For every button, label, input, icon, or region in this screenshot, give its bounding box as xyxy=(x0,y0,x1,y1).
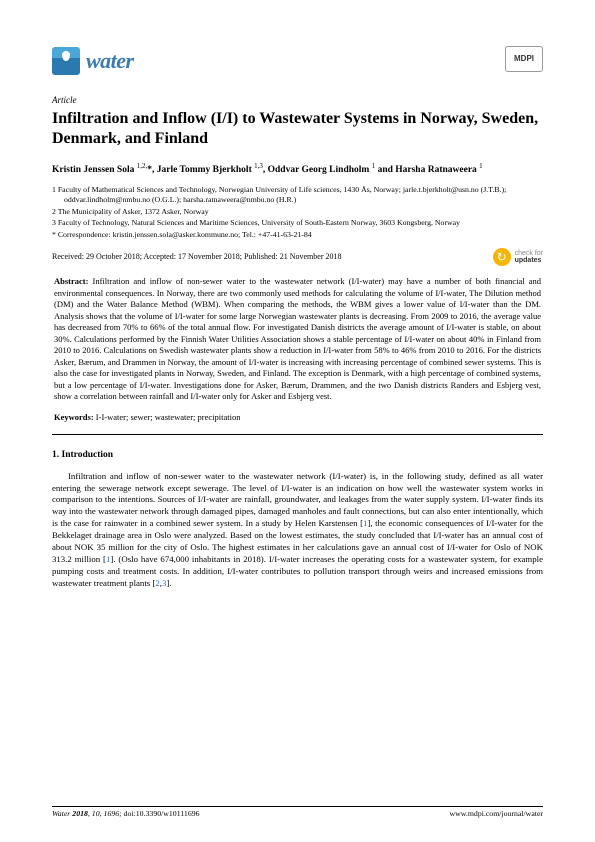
page-header: water MDPI xyxy=(52,46,543,76)
footer-url[interactable]: www.mdpi.com/journal/water xyxy=(450,809,543,820)
section-heading: 1. Introduction xyxy=(52,449,543,462)
keywords: Keywords: I-I-water; sewer; wastewater; … xyxy=(52,412,543,423)
affiliation: 1 Faculty of Mathematical Sciences and T… xyxy=(52,185,543,206)
affiliation: 3 Faculty of Technology, Natural Science… xyxy=(52,218,543,229)
page-footer: Water 2018, 10, 1696; doi:10.3390/w10111… xyxy=(52,806,543,820)
footer-left: Water 2018, 10, 1696; doi:10.3390/w10111… xyxy=(52,809,200,820)
journal-name: water xyxy=(86,46,134,76)
abstract: Abstract: Infiltration and inflow of non… xyxy=(52,276,543,402)
affiliations-block: 1 Faculty of Mathematical Sciences and T… xyxy=(52,185,543,241)
abstract-text: Infiltration and inflow of non-sewer wat… xyxy=(54,276,541,401)
keywords-label: Keywords: xyxy=(54,412,94,422)
article-type: Article xyxy=(52,94,543,106)
affiliation: 2 The Municipality of Asker, 1372 Asker,… xyxy=(52,207,543,218)
doi: doi:10.3390/w10111696 xyxy=(124,809,200,818)
water-droplet-icon xyxy=(52,47,80,75)
intro-paragraph: Infiltration and inflow of non-sewer wat… xyxy=(52,471,543,591)
keywords-text: I-I-water; sewer; wastewater; precipitat… xyxy=(94,412,241,422)
cfu-text: check for updates xyxy=(515,250,543,264)
check-for-updates-badge[interactable]: check for updates xyxy=(493,248,543,266)
dates-row: Received: 29 October 2018; Accepted: 17 … xyxy=(52,248,543,266)
refresh-icon xyxy=(493,248,511,266)
article-title: Infiltration and Inflow (I/I) to Wastewa… xyxy=(52,109,543,150)
journal-logo: water xyxy=(52,46,134,76)
mdpi-logo: MDPI xyxy=(505,46,543,72)
affiliation: * Correspondence: kristin.jenssen.sola@a… xyxy=(52,230,543,241)
journal-ref: Water 2018, 10, 1696; xyxy=(52,809,124,818)
separator-rule xyxy=(52,434,543,435)
authors-line: Kristin Jenssen Sola 1,2,*, Jarle Tommy … xyxy=(52,162,543,177)
abstract-label: Abstract: xyxy=(54,276,88,286)
publication-dates: Received: 29 October 2018; Accepted: 17 … xyxy=(52,252,342,263)
